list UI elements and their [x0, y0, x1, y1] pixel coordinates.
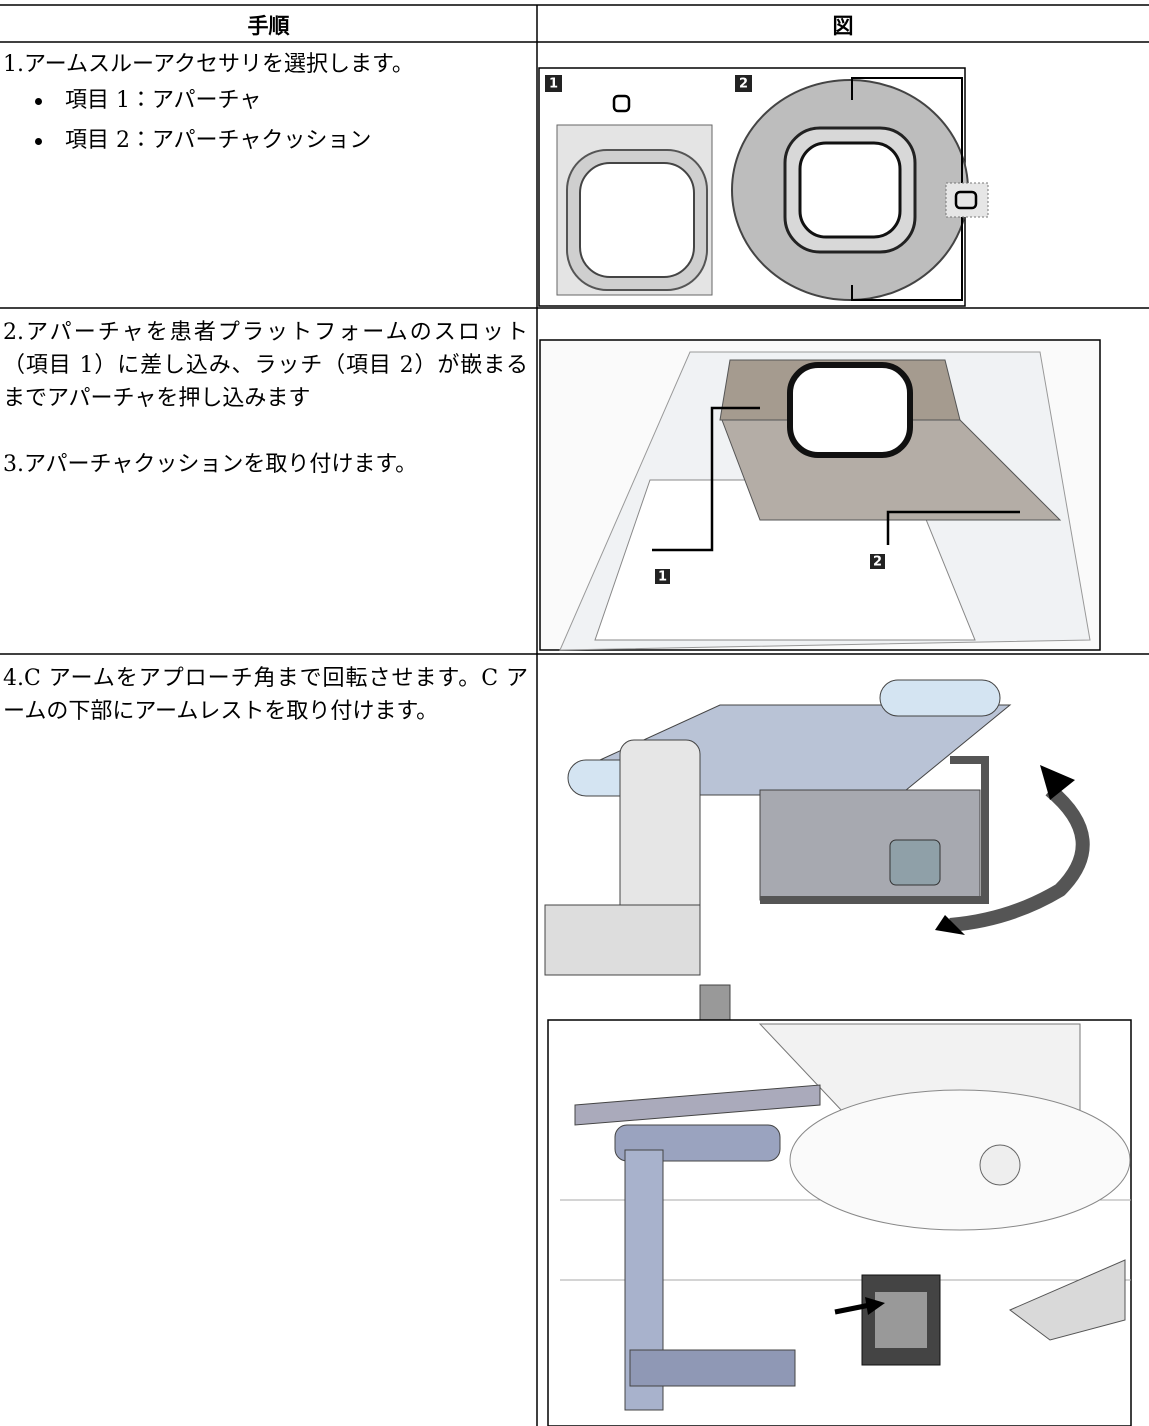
step-cell: 2.アパーチャを患者プラットフォームのスロット（項目 1）に差し込み、ラッチ（項…	[3, 316, 528, 481]
figure-armrest	[547, 1019, 1132, 1426]
figure-accessories	[538, 67, 989, 307]
step-cell: 4.C アームをアプローチ角まで回転させます。C アームの下部にアームレストを取…	[3, 662, 528, 728]
bullet-item: 項目 2：アパーチャクッション	[3, 121, 528, 161]
callout-box	[545, 75, 562, 92]
figure-platform	[539, 339, 1101, 651]
bullet-item: 項目 1：アパーチャ	[3, 81, 528, 121]
callout-box	[870, 554, 885, 569]
step-cell: 1.アームスルーアクセサリを選択します。 項目 1：アパーチャ 項目 2：アパー…	[3, 48, 528, 161]
step-text: 2.アパーチャを患者プラットフォームのスロット（項目 1）に差し込み、ラッチ（項…	[3, 320, 528, 411]
header-cell: 手順	[247, 14, 290, 38]
figure-c-arm	[544, 679, 1090, 1024]
header-cell: 図	[832, 14, 854, 38]
callout-box	[655, 569, 670, 584]
table-lines	[0, 4, 1149, 1426]
step-text: 3.アパーチャクッションを取り付けます。	[3, 452, 418, 477]
callout-box	[735, 75, 752, 92]
step-text: 1.アームスルーアクセサリを選択します。	[3, 52, 414, 77]
step-text: 4.C アームをアプローチ角まで回転させます。C アームの下部にアームレストを取…	[3, 666, 528, 724]
